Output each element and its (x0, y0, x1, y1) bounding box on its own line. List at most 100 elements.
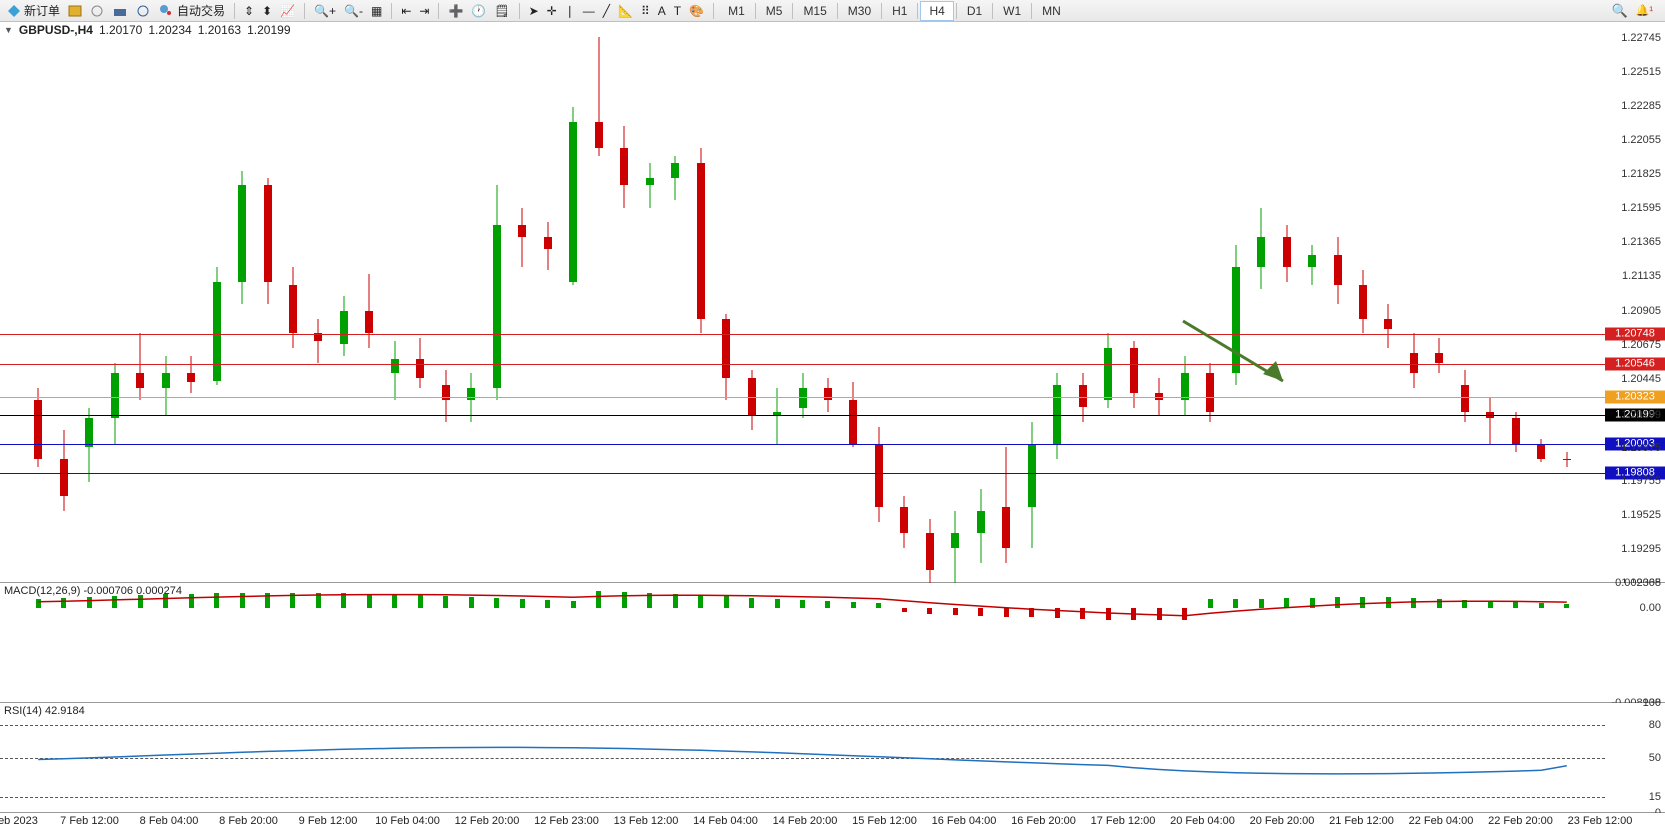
candle-body[interactable] (900, 507, 908, 534)
candle-body[interactable] (162, 373, 170, 388)
candle-body[interactable] (569, 122, 577, 282)
timeframe-m1[interactable]: M1 (720, 1, 753, 21)
candle-body[interactable] (1104, 348, 1112, 400)
candle-body[interactable] (1130, 348, 1138, 392)
timeframe-w1[interactable]: W1 (995, 1, 1029, 21)
candle-body[interactable] (595, 122, 603, 149)
candle-wick[interactable] (955, 511, 956, 585)
chart-dropdown-arrow-icon[interactable]: ▼ (4, 25, 13, 35)
windows-grid-icon[interactable]: ▦ (368, 1, 385, 21)
candle-wick[interactable] (1490, 397, 1491, 444)
candle-body[interactable] (213, 282, 221, 381)
candle-body[interactable] (85, 418, 93, 448)
price-level-line[interactable] (0, 473, 1605, 474)
mailbox-button[interactable] (109, 1, 131, 21)
candle-body[interactable] (365, 311, 373, 333)
new-order-button[interactable]: 新订单 (4, 1, 63, 21)
price-level-line[interactable] (0, 444, 1605, 445)
candle-body[interactable] (136, 373, 144, 388)
text-box-tool[interactable]: T (671, 1, 684, 21)
candle-body[interactable] (1028, 445, 1036, 507)
candle-wick[interactable] (649, 163, 650, 207)
candle-body[interactable] (467, 388, 475, 400)
candle-body[interactable] (1308, 255, 1316, 267)
timeframe-d1[interactable]: D1 (959, 1, 990, 21)
candle-body[interactable] (849, 400, 857, 444)
candle-body[interactable] (391, 359, 399, 374)
candle-body[interactable] (1257, 237, 1265, 267)
scroll-left-icon[interactable]: ⇤ (398, 1, 414, 21)
timeframe-m30[interactable]: M30 (840, 1, 879, 21)
properties-icon[interactable]: ⬍ (259, 1, 275, 21)
candle-body[interactable] (1334, 255, 1342, 285)
chart-icon[interactable]: 📈 (277, 1, 298, 21)
cursor-tool[interactable]: ➤ (526, 1, 542, 21)
macd-indicator-panel[interactable]: MACD(12,26,9) -0.000706 0.000274 0.00230… (0, 583, 1665, 703)
candle-body[interactable] (671, 163, 679, 178)
candle-body[interactable] (60, 459, 68, 496)
candle-body[interactable] (518, 225, 526, 237)
fibonacci-tool[interactable]: 📐 (615, 1, 636, 21)
candle-body[interactable] (824, 388, 832, 400)
timeframe-mn[interactable]: MN (1034, 1, 1069, 21)
save-button[interactable] (65, 1, 85, 21)
candle-body[interactable] (187, 373, 195, 382)
search-icon[interactable]: 🔍 (1611, 3, 1627, 19)
timeframe-h1[interactable]: H1 (884, 1, 915, 21)
zoom-in-button[interactable]: 🔍+ (311, 1, 339, 21)
price-level-line[interactable] (0, 364, 1605, 365)
candle-body[interactable] (289, 285, 297, 334)
price-chart-panel[interactable]: 1.20748 1.20546 1.20323 1.20199 1.20003 1.198… (0, 38, 1665, 583)
candle-body[interactable] (1283, 237, 1291, 267)
print-button[interactable] (87, 1, 107, 21)
candle-body[interactable] (1435, 353, 1443, 363)
candle-body[interactable] (1002, 507, 1010, 548)
clock-button[interactable]: 🕐 (468, 1, 489, 21)
price-level-line[interactable] (0, 415, 1605, 416)
candle-body[interactable] (34, 400, 42, 459)
candle-body[interactable] (1512, 418, 1520, 445)
candle-body[interactable] (646, 178, 654, 185)
candle-body[interactable] (264, 185, 272, 281)
signal-button[interactable] (133, 1, 153, 21)
candle-body[interactable] (799, 388, 807, 407)
hline-tool[interactable]: ― (580, 1, 598, 21)
candle-body[interactable] (951, 533, 959, 548)
candle-wick[interactable] (140, 333, 141, 400)
crosshair-tool[interactable]: ✛ (544, 1, 560, 21)
candle-body[interactable] (697, 163, 705, 319)
rsi-indicator-panel[interactable]: RSI(14) 42.9184 1008050150 (0, 703, 1665, 813)
candle-body[interactable] (977, 511, 985, 533)
candle-body[interactable] (442, 385, 450, 400)
object-list-tool[interactable]: 🎨 (686, 1, 707, 21)
candle-wick[interactable] (318, 319, 319, 363)
marker-tool[interactable]: ⠿ (638, 1, 653, 21)
auto-trading-button[interactable]: 自动交易 (155, 1, 228, 21)
candle-body[interactable] (1461, 385, 1469, 412)
candle-body[interactable] (544, 237, 552, 249)
new-indicator-button[interactable]: ➕ (445, 1, 466, 21)
candle-body[interactable] (1537, 445, 1545, 460)
zoom-out-button[interactable]: 🔍- (341, 1, 366, 21)
text-tool[interactable]: A (655, 1, 669, 21)
candle-body[interactable] (875, 445, 883, 507)
candle-body[interactable] (1563, 459, 1571, 460)
scroll-right-icon[interactable]: ⇥ (416, 1, 432, 21)
timeframe-m15[interactable]: M15 (795, 1, 834, 21)
candle-body[interactable] (722, 319, 730, 378)
candle-body[interactable] (1359, 285, 1367, 319)
candle-body[interactable] (340, 311, 348, 344)
candle-body[interactable] (111, 373, 119, 417)
candle-body[interactable] (1384, 319, 1392, 329)
vline-tool[interactable]: ❘ (562, 1, 578, 21)
candle-body[interactable] (416, 359, 424, 378)
list-button[interactable]: 🗒 (491, 1, 512, 21)
candle-body[interactable] (926, 533, 934, 570)
timeframe-h4[interactable]: H4 (920, 1, 953, 21)
trendline-tool[interactable]: ╱ (600, 1, 613, 21)
candle-body[interactable] (238, 185, 246, 281)
notification-icon[interactable]: 🔔¹ (1636, 4, 1653, 17)
price-level-line[interactable] (0, 397, 1605, 398)
price-level-line[interactable] (0, 334, 1605, 335)
new-chart-icon[interactable]: ⇕ (241, 1, 257, 21)
